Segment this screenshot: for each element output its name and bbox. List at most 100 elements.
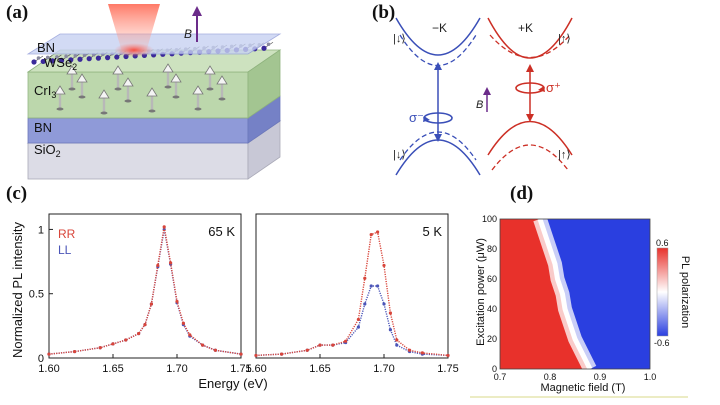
series-rr-line bbox=[48, 226, 242, 355]
band-diagram: σ⁻ −K |↓⟩ |↓⟩ σ⁺ +K |↑⟩ |↑⟩ B bbox=[393, 17, 573, 176]
valley-minus-k: −K bbox=[432, 21, 447, 35]
left-valence-band bbox=[395, 139, 481, 176]
label-bottom-bn: BN bbox=[34, 120, 52, 135]
panel-c-label: (c) bbox=[6, 183, 28, 204]
spin-arrow-head bbox=[54, 85, 66, 95]
series-rr-point bbox=[137, 331, 141, 336]
left-top-spin: |↓⟩ bbox=[393, 33, 406, 45]
series-ll-point bbox=[382, 302, 386, 306]
wse2-atom bbox=[86, 56, 92, 62]
right-transition-head-top bbox=[526, 64, 534, 72]
series-rr-point bbox=[181, 321, 185, 325]
x-tick-label: 1.70 bbox=[373, 363, 394, 375]
x-tick-label: 1.70 bbox=[166, 363, 187, 375]
left-bottom-spin: |↓⟩ bbox=[393, 149, 406, 161]
spin-arrow-head bbox=[192, 85, 204, 95]
series-ll-line bbox=[255, 285, 449, 357]
heatmap-transition-core bbox=[537, 218, 593, 371]
polarization-heatmap: Excitation power (μW) Magnetic field (T)… bbox=[470, 214, 691, 398]
series-rr-point bbox=[344, 339, 348, 343]
spin-arrows bbox=[54, 63, 228, 115]
right-top-spin: |↑⟩ bbox=[558, 33, 571, 45]
wse2-atom bbox=[95, 55, 101, 61]
series-ll-point bbox=[395, 343, 399, 347]
heatmap-y-tick: 0 bbox=[492, 364, 497, 374]
heatmap-y-tick: 60 bbox=[487, 274, 497, 284]
spin-arrow-head bbox=[162, 63, 174, 73]
spin-arrow-base bbox=[206, 87, 214, 91]
x-tick-label: 1.75 bbox=[437, 363, 458, 375]
heatmap-y-tick: 40 bbox=[487, 304, 497, 314]
label-cri3: CrI3 bbox=[34, 83, 56, 100]
series-rr-point bbox=[213, 348, 217, 352]
spin-arrow-head bbox=[66, 65, 78, 75]
series-rr-point bbox=[388, 311, 392, 315]
panel-a-label: (a) bbox=[6, 2, 29, 23]
spin-arrow-base bbox=[100, 111, 108, 115]
series-rr-point bbox=[376, 230, 380, 234]
heatmap-frame bbox=[499, 218, 651, 370]
right-bottom-spin: |↑⟩ bbox=[558, 149, 571, 161]
sigma-minus-label: σ⁻ bbox=[409, 110, 424, 125]
right-rotation-head bbox=[538, 86, 545, 92]
cri3-side bbox=[247, 49, 281, 119]
colorbar-tick-top: 0.6 bbox=[656, 238, 669, 248]
x-tick-label: 1.75 bbox=[230, 363, 251, 375]
y-tick-label: 1 bbox=[38, 224, 44, 236]
y-tick-label: 0.5 bbox=[29, 289, 44, 301]
colorbar bbox=[656, 247, 669, 337]
series-rr-point bbox=[420, 351, 424, 355]
x-tick-label: 1.65 bbox=[102, 363, 123, 375]
wse2-atom bbox=[261, 45, 267, 51]
wse2-atom bbox=[45, 55, 50, 60]
spin-arrow-head bbox=[216, 75, 228, 85]
heatmap-x-tick: 1.0 bbox=[644, 372, 657, 382]
series-ll-line bbox=[48, 229, 242, 355]
wse2-atom bbox=[266, 42, 271, 47]
wse2-atom bbox=[64, 54, 68, 59]
spin-arrow-base bbox=[218, 97, 226, 101]
right-transition-head-bottom bbox=[526, 114, 534, 122]
pl-chart-5k: 1.60 1.65 1.70 1.75 5 K bbox=[245, 213, 459, 375]
label-top-bn: BN bbox=[37, 40, 55, 55]
series-rr-point bbox=[331, 343, 335, 347]
series-rr-point bbox=[446, 353, 450, 358]
series-rr-point bbox=[363, 276, 367, 280]
colorbar-label: PL polarization bbox=[679, 256, 691, 328]
series-ll-point bbox=[363, 302, 367, 306]
series-rr-point bbox=[239, 352, 243, 356]
series-rr-point bbox=[73, 349, 77, 354]
series-rr-point bbox=[356, 317, 360, 322]
right-conduction-band bbox=[487, 17, 573, 59]
chart-title-65k: 65 K bbox=[208, 224, 235, 239]
series-rr-point bbox=[143, 322, 147, 327]
series-ll-point bbox=[369, 284, 373, 288]
field-arrowhead-a bbox=[192, 6, 202, 16]
wse2-atom bbox=[114, 54, 120, 60]
series-rr-point bbox=[254, 353, 258, 358]
right-valence-band-dashed bbox=[491, 144, 569, 171]
cri3-layer bbox=[27, 71, 249, 119]
series-ll-point bbox=[356, 325, 360, 329]
x-tick-label: 1.65 bbox=[309, 363, 330, 375]
series-rr-point bbox=[408, 348, 412, 352]
left-rotation-head bbox=[423, 116, 430, 122]
heatmap-x-tick: 0.9 bbox=[594, 372, 607, 382]
x-tick-label: 1.60 bbox=[38, 363, 59, 375]
pl-ylabel: Normalized PL intensity bbox=[10, 221, 25, 358]
series-rr-point bbox=[318, 343, 322, 347]
y-tick-label: 0 bbox=[38, 353, 44, 365]
spin-arrow-base bbox=[68, 87, 76, 91]
spin-arrow-base bbox=[78, 95, 86, 99]
series-rr-point bbox=[98, 346, 102, 350]
series-rr-point bbox=[149, 302, 153, 306]
spin-arrow-base bbox=[114, 87, 122, 91]
sio2-layer-front bbox=[27, 142, 249, 180]
colorbar-tick-bottom: -0.6 bbox=[654, 338, 670, 348]
wse2-atom bbox=[59, 57, 65, 63]
series-rr-point bbox=[47, 352, 51, 356]
heatmap-ylabel: Excitation power (μW) bbox=[475, 238, 487, 346]
series-rr-point bbox=[124, 338, 128, 342]
series-rr-point bbox=[201, 343, 205, 347]
